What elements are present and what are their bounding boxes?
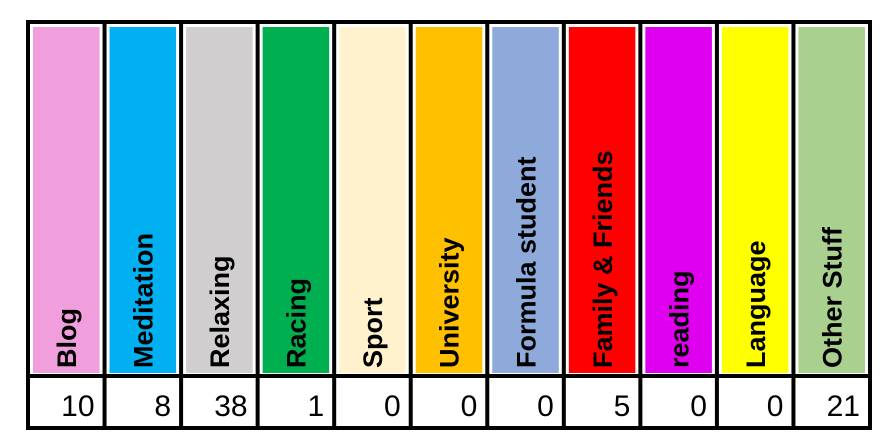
header-cell — [33, 27, 100, 373]
cell-value: 21 — [827, 390, 860, 423]
column-label: Blog — [52, 308, 82, 368]
header-cell — [262, 27, 330, 373]
cell-value: 1 — [307, 390, 324, 423]
header-cell — [109, 27, 177, 373]
header-cell — [798, 27, 865, 373]
header-cell — [415, 27, 483, 373]
column-label: reading — [664, 270, 694, 368]
cell-value: 10 — [61, 390, 94, 423]
cell-value: 0 — [690, 390, 707, 423]
column-label: Formula student — [511, 156, 541, 368]
header-cell — [339, 27, 406, 373]
column-label: Meditation — [129, 233, 159, 368]
header-cell — [492, 27, 559, 373]
cell-value: 0 — [384, 390, 401, 423]
header-cell — [721, 27, 789, 373]
cell-value: 0 — [461, 390, 478, 423]
column-label: Sport — [358, 297, 388, 368]
column-label: Language — [741, 240, 771, 368]
cell-value: 5 — [614, 390, 631, 423]
column-label: Racing — [282, 278, 312, 368]
header-cell — [568, 27, 636, 373]
cell-value: 0 — [537, 390, 554, 423]
column-label: Family & Friends — [588, 150, 618, 368]
column-label: University — [435, 237, 465, 368]
column-label: Other Stuff — [817, 226, 847, 368]
column-label: Relaxing — [205, 255, 235, 368]
cell-value: 38 — [214, 390, 247, 423]
header-cell — [186, 27, 253, 373]
cell-value: 8 — [154, 390, 171, 423]
header-cell — [645, 27, 712, 373]
cell-value: 0 — [767, 390, 784, 423]
